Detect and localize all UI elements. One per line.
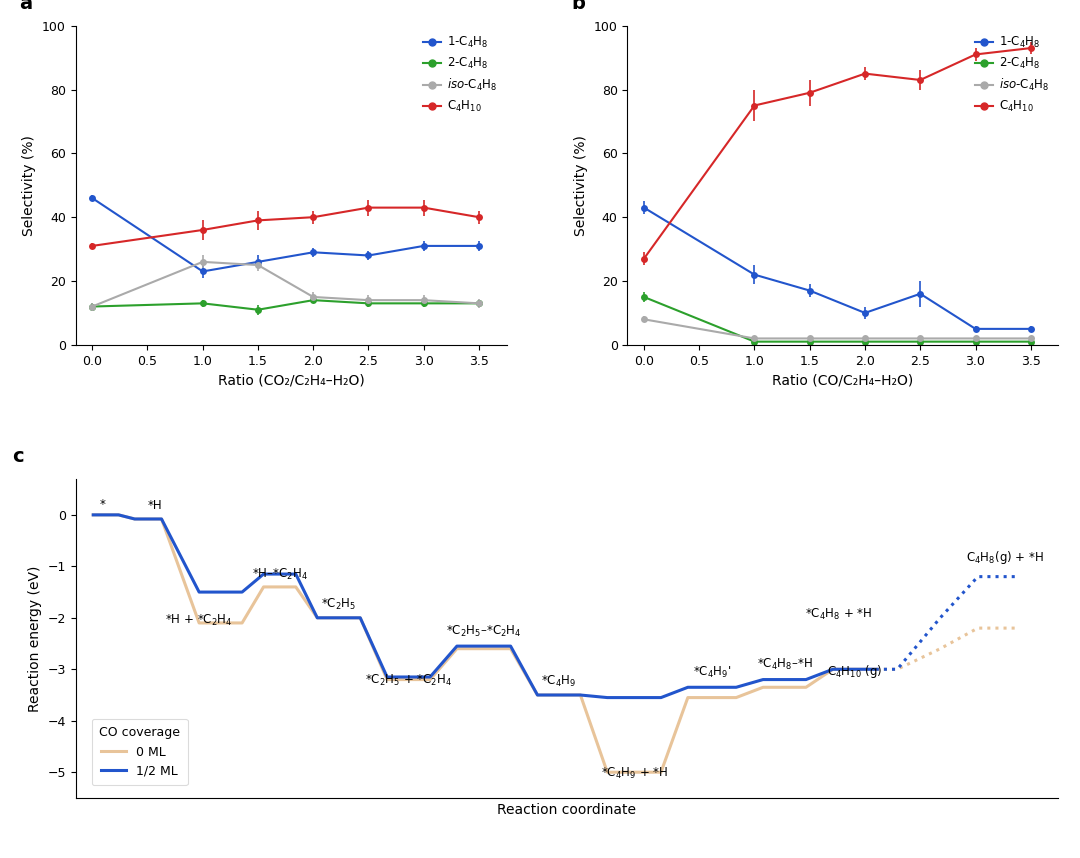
Text: *C$_2$H$_5$ + *C$_2$H$_4$: *C$_2$H$_5$ + *C$_2$H$_4$ [365,674,453,688]
Text: a: a [19,0,32,13]
Y-axis label: Selectivity (%): Selectivity (%) [23,135,37,236]
Text: *H: *H [148,498,163,511]
Text: *C$_4$H$_9$': *C$_4$H$_9$' [692,664,731,680]
X-axis label: Ratio (CO/C₂H₄–H₂O): Ratio (CO/C₂H₄–H₂O) [772,373,914,387]
Y-axis label: Reaction energy (eV): Reaction energy (eV) [28,565,42,711]
Text: *C$_4$H$_8$–*H: *C$_4$H$_8$–*H [757,656,812,672]
Text: *C$_4$H$_8$ + *H: *C$_4$H$_8$ + *H [805,607,872,622]
Text: *C$_2$H$_5$: *C$_2$H$_5$ [321,596,356,612]
Text: b: b [571,0,585,13]
Legend: 0 ML, 1/2 ML: 0 ML, 1/2 ML [92,719,188,785]
Text: *H + *C$_2$H$_4$: *H + *C$_2$H$_4$ [165,613,233,628]
X-axis label: Reaction coordinate: Reaction coordinate [498,803,636,818]
Text: *H–*C$_2$H$_4$: *H–*C$_2$H$_4$ [252,566,308,582]
Text: *C$_4$H$_9$ + *H: *C$_4$H$_9$ + *H [600,766,667,781]
Text: *C$_4$H$_9$: *C$_4$H$_9$ [541,674,577,689]
Text: C$_4$H$_8$(g) + *H: C$_4$H$_8$(g) + *H [966,549,1043,566]
Legend: 1-C$_4$H$_8$, 2-C$_4$H$_8$, $iso$-C$_4$H$_8$, C$_4$H$_{10}$: 1-C$_4$H$_8$, 2-C$_4$H$_8$, $iso$-C$_4$H… [972,32,1053,118]
Text: C$_4$H$_{10}$ (g): C$_4$H$_{10}$ (g) [827,663,882,680]
Text: *: * [99,498,106,511]
X-axis label: Ratio (CO₂/C₂H₄–H₂O): Ratio (CO₂/C₂H₄–H₂O) [218,373,365,387]
Text: *C$_2$H$_5$–*C$_2$H$_4$: *C$_2$H$_5$–*C$_2$H$_4$ [446,625,522,639]
Y-axis label: Selectivity (%): Selectivity (%) [575,135,589,236]
Text: c: c [12,447,24,466]
Legend: 1-C$_4$H$_8$, 2-C$_4$H$_8$, $iso$-C$_4$H$_8$, C$_4$H$_{10}$: 1-C$_4$H$_8$, 2-C$_4$H$_8$, $iso$-C$_4$H… [420,32,501,118]
